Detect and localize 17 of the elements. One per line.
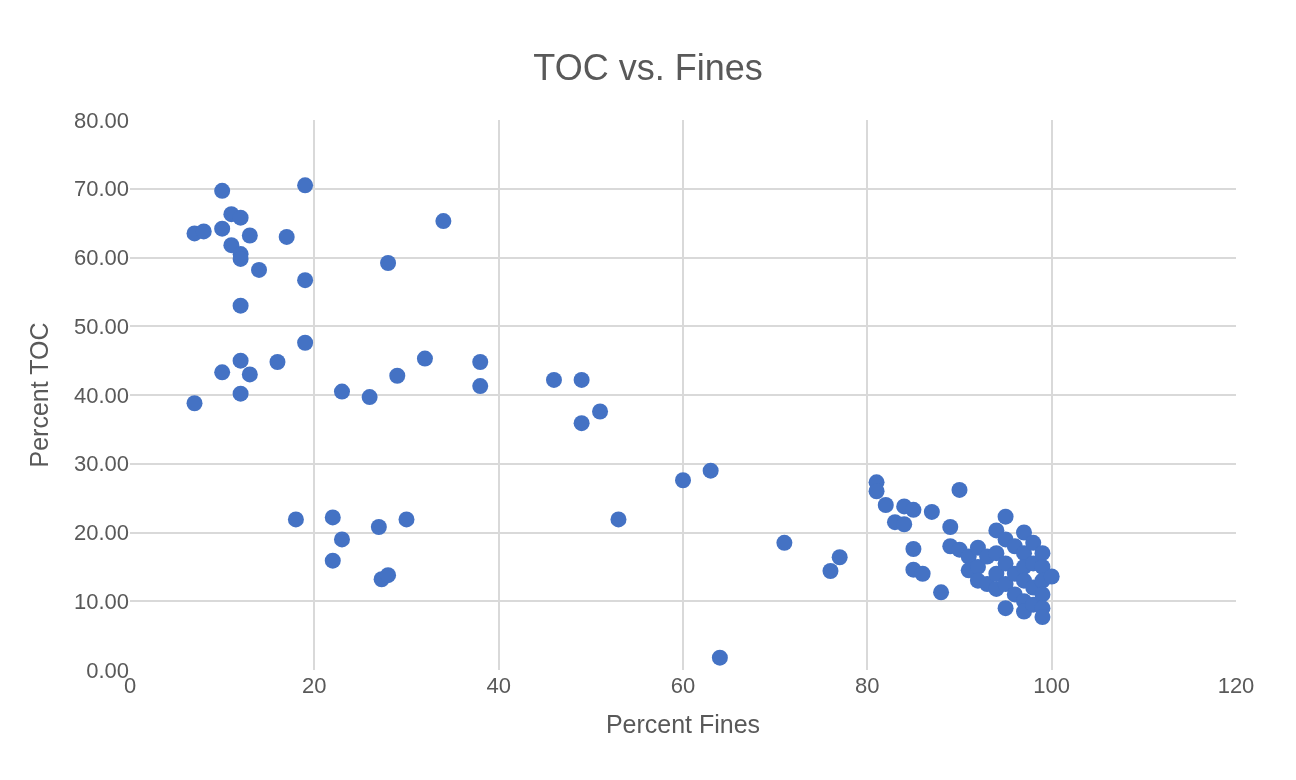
x-tick-label: 40 — [486, 673, 511, 698]
y-tick-label: 80.00 — [73, 107, 129, 133]
y-tick-label: 20.00 — [73, 520, 129, 546]
x-tick-label: 20 — [302, 673, 327, 698]
y-tick-label: 60.00 — [73, 245, 129, 271]
y-axis-title: Percent TOC — [24, 322, 53, 468]
x-tick-label: 120 — [1217, 673, 1255, 698]
x-tick-label: 80 — [855, 673, 880, 698]
y-tick-label: 40.00 — [73, 382, 129, 408]
y-tick-label: 70.00 — [73, 176, 129, 202]
y-tick-label: 10.00 — [73, 588, 129, 614]
y-tick-label: 50.00 — [73, 313, 129, 339]
x-axis-title: Percent Fines — [605, 710, 761, 738]
x-tick-label: 60 — [670, 673, 696, 698]
y-tick-label: 30.00 — [73, 451, 129, 477]
x-tick-label: 100 — [1033, 673, 1071, 698]
chart-title: TOC vs. Fines — [533, 46, 763, 88]
